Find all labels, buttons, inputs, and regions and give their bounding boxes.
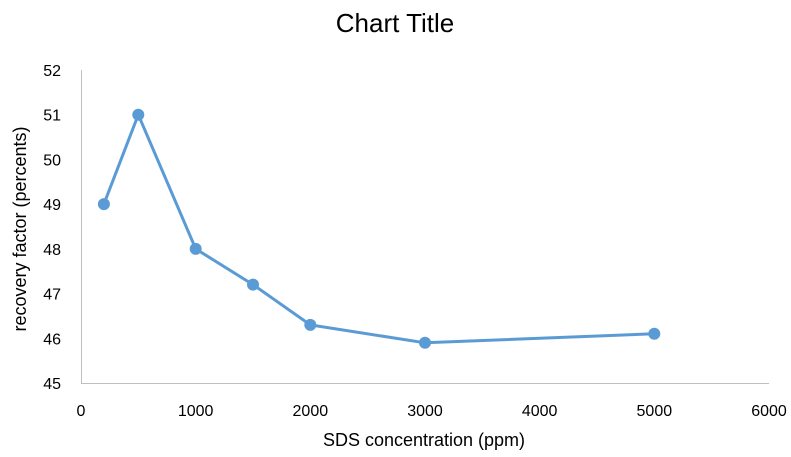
- data-point: [189, 242, 202, 255]
- y-tick-label: 48: [43, 242, 61, 259]
- x-tick-label: 5000: [637, 403, 673, 420]
- data-point: [304, 318, 317, 331]
- y-tick-label: 52: [43, 63, 61, 80]
- y-tick-labels: 45 46 47 48 49 50 51 52: [43, 63, 61, 393]
- chart-title: Chart Title: [336, 8, 455, 38]
- data-point: [247, 278, 259, 291]
- data-point: [132, 108, 145, 121]
- x-axis-title: SDS concentration (ppm): [323, 430, 525, 450]
- x-tick-label: 2000: [293, 403, 329, 420]
- y-tick-label: 51: [43, 108, 61, 125]
- y-tick-label: 45: [43, 376, 61, 393]
- y-tick-label: 47: [43, 287, 61, 304]
- series-layer: [97, 108, 661, 349]
- x-tick-label: 1000: [178, 403, 214, 420]
- data-point: [419, 336, 431, 349]
- axes: [81, 70, 769, 384]
- x-tick-label: 4000: [522, 403, 558, 420]
- x-tick-label: 3000: [407, 403, 443, 420]
- series-line: [102, 113, 656, 345]
- y-tick-label: 49: [43, 197, 61, 214]
- x-tick-label: 0: [77, 403, 86, 420]
- data-point: [648, 327, 661, 340]
- x-tick-labels: 0 1000 2000 3000 4000 5000 6000: [77, 403, 787, 420]
- y-tick-label: 50: [43, 152, 61, 169]
- data-point: [97, 198, 110, 211]
- x-tick-label: 6000: [751, 403, 787, 420]
- y-axis-title: recovery factor (percents): [10, 126, 30, 331]
- y-tick-label: 46: [43, 331, 61, 348]
